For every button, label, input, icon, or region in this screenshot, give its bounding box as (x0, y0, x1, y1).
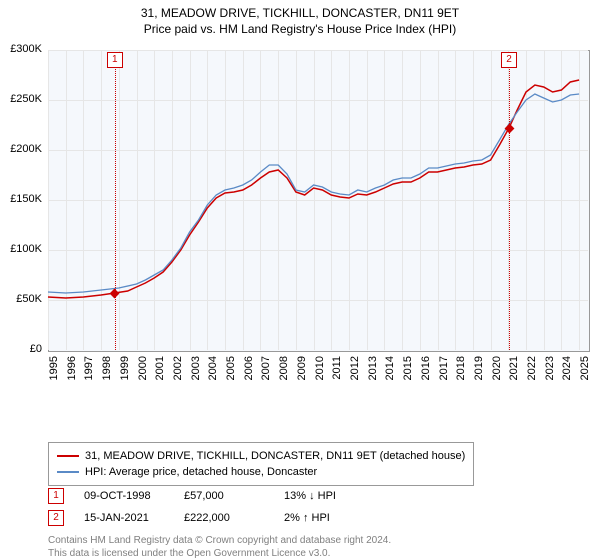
x-tick-label: 2015 (402, 356, 414, 396)
x-tick-label: 2020 (491, 356, 503, 396)
marker-line-2 (509, 66, 510, 350)
sale-date-2: 15-JAN-2021 (84, 512, 164, 524)
x-tick-label: 1998 (101, 356, 113, 396)
legend: 31, MEADOW DRIVE, TICKHILL, DONCASTER, D… (48, 442, 474, 486)
x-tick-label: 2022 (526, 356, 538, 396)
x-tick-label: 2008 (278, 356, 290, 396)
x-tick-label: 2013 (367, 356, 379, 396)
x-tick-label: 2004 (207, 356, 219, 396)
x-tick-label: 2017 (438, 356, 450, 396)
x-tick-label: 1995 (48, 356, 60, 396)
legend-swatch (57, 471, 79, 473)
x-tick-label: 2005 (225, 356, 237, 396)
attribution-line1: Contains HM Land Registry data © Crown c… (48, 534, 391, 547)
sale-delta-1: 13% ↓ HPI (284, 490, 364, 502)
sale-delta-2: 2% ↑ HPI (284, 512, 364, 524)
sale-marker-1: 1 (48, 488, 64, 504)
sale-row-1: 1 09-OCT-1998 £57,000 13% ↓ HPI (48, 488, 364, 504)
legend-swatch (57, 455, 79, 457)
series-hpi (48, 94, 579, 293)
x-tick-label: 2019 (473, 356, 485, 396)
series-property (48, 80, 579, 298)
chart-subtitle: Price paid vs. HM Land Registry's House … (0, 22, 600, 36)
x-tick-label: 2002 (172, 356, 184, 396)
x-tick-label: 1997 (83, 356, 95, 396)
x-tick-label: 2007 (260, 356, 272, 396)
x-tick-label: 2021 (508, 356, 520, 396)
legend-label: HPI: Average price, detached house, Donc… (85, 464, 317, 480)
marker-box-1: 1 (107, 52, 123, 68)
x-tick-label: 2014 (384, 356, 396, 396)
legend-label: 31, MEADOW DRIVE, TICKHILL, DONCASTER, D… (85, 448, 465, 464)
sale-price-1: £57,000 (184, 490, 264, 502)
x-tick-label: 1996 (66, 356, 78, 396)
x-tick-label: 2003 (190, 356, 202, 396)
x-tick-label: 1999 (119, 356, 131, 396)
marker-box-2: 2 (501, 52, 517, 68)
x-tick-label: 2010 (314, 356, 326, 396)
chart-area: £0£50K£100K£150K£200K£250K£300K199519961… (0, 50, 600, 400)
legend-row-0: 31, MEADOW DRIVE, TICKHILL, DONCASTER, D… (57, 448, 465, 464)
legend-row-1: HPI: Average price, detached house, Donc… (57, 464, 465, 480)
x-tick-label: 2006 (243, 356, 255, 396)
x-tick-label: 2009 (296, 356, 308, 396)
attribution: Contains HM Land Registry data © Crown c… (48, 534, 391, 560)
marker-line-1 (115, 66, 116, 350)
x-tick-label: 2018 (455, 356, 467, 396)
x-tick-label: 2024 (561, 356, 573, 396)
attribution-line2: This data is licensed under the Open Gov… (48, 547, 391, 560)
x-tick-label: 2011 (331, 356, 343, 396)
x-tick-label: 2001 (154, 356, 166, 396)
chart-title: 31, MEADOW DRIVE, TICKHILL, DONCASTER, D… (0, 6, 600, 20)
x-tick-label: 2016 (420, 356, 432, 396)
sale-price-2: £222,000 (184, 512, 264, 524)
series-svg (0, 50, 590, 352)
x-tick-label: 2025 (579, 356, 591, 396)
x-tick-label: 2023 (544, 356, 556, 396)
x-tick-label: 2012 (349, 356, 361, 396)
x-tick-label: 2000 (137, 356, 149, 396)
sale-date-1: 09-OCT-1998 (84, 490, 164, 502)
sale-marker-2: 2 (48, 510, 64, 526)
sale-row-2: 2 15-JAN-2021 £222,000 2% ↑ HPI (48, 510, 364, 526)
